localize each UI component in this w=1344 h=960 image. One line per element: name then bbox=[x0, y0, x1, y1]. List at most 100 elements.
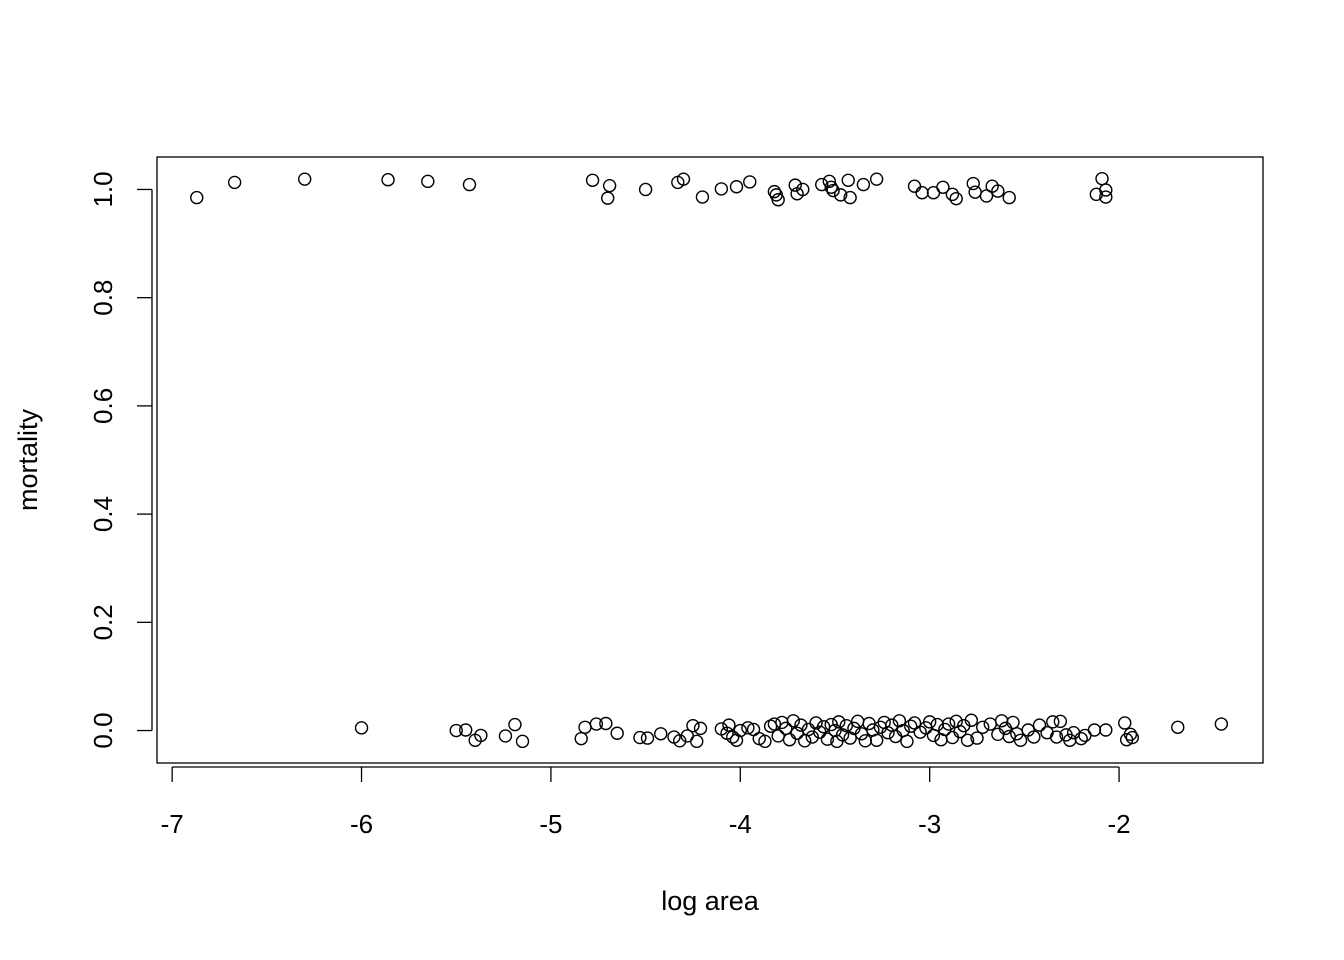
data-point bbox=[676, 172, 691, 186]
data-point bbox=[1099, 183, 1113, 197]
data-point bbox=[797, 734, 812, 748]
data-point bbox=[1049, 730, 1064, 744]
data-point bbox=[421, 174, 435, 189]
data-point bbox=[574, 731, 588, 746]
data-point bbox=[858, 734, 872, 748]
data-point bbox=[936, 180, 950, 195]
data-point bbox=[856, 177, 871, 192]
data-point bbox=[788, 178, 802, 192]
x-tick-label: -7 bbox=[161, 809, 184, 839]
data-point bbox=[828, 723, 842, 738]
x-tick-label: -2 bbox=[1108, 809, 1131, 839]
data-point bbox=[354, 721, 369, 735]
data-point bbox=[743, 175, 757, 189]
data-point bbox=[190, 190, 204, 205]
data-point bbox=[578, 720, 592, 734]
data-point bbox=[1214, 717, 1229, 731]
data-point bbox=[794, 718, 808, 732]
data-point bbox=[638, 182, 653, 197]
data-point bbox=[991, 184, 1005, 198]
data-point bbox=[826, 183, 840, 198]
data-point bbox=[907, 179, 922, 193]
data-point bbox=[758, 734, 772, 749]
data-point bbox=[922, 715, 937, 729]
data-point bbox=[462, 177, 477, 192]
data-point bbox=[1006, 715, 1020, 730]
data-point bbox=[610, 726, 624, 740]
data-point bbox=[640, 731, 655, 745]
data-point bbox=[881, 726, 895, 740]
x-tick-label: -3 bbox=[918, 809, 941, 839]
data-point bbox=[1002, 190, 1016, 205]
data-point bbox=[1095, 171, 1109, 186]
data-point bbox=[824, 180, 838, 195]
data-point bbox=[633, 730, 647, 745]
data-point bbox=[949, 191, 963, 206]
data-point bbox=[599, 716, 613, 731]
data-point bbox=[979, 189, 994, 203]
data-point bbox=[915, 186, 929, 200]
data-point bbox=[1053, 714, 1068, 729]
data-point bbox=[1099, 723, 1113, 737]
data-points bbox=[190, 171, 1229, 749]
data-point bbox=[809, 716, 823, 730]
y-tick-label: 1.0 bbox=[88, 171, 118, 207]
data-point bbox=[767, 717, 782, 731]
data-point bbox=[381, 173, 395, 187]
data-point bbox=[741, 721, 755, 735]
data-point bbox=[458, 723, 473, 737]
y-tick-label: 0.2 bbox=[88, 604, 118, 640]
data-point bbox=[822, 174, 837, 189]
data-point bbox=[782, 733, 797, 747]
data-point bbox=[820, 732, 835, 746]
data-point bbox=[835, 728, 850, 742]
data-point bbox=[771, 729, 785, 743]
data-point bbox=[686, 718, 700, 733]
data-point bbox=[1099, 190, 1113, 204]
data-point bbox=[474, 728, 488, 743]
x-tick-label: -5 bbox=[539, 809, 562, 839]
data-point bbox=[833, 188, 848, 202]
data-point bbox=[1027, 730, 1041, 744]
data-point bbox=[1040, 726, 1054, 740]
data-point bbox=[843, 190, 857, 205]
data-point bbox=[601, 191, 615, 205]
data-point bbox=[1066, 726, 1081, 740]
y-tick-label: 0.6 bbox=[88, 388, 118, 424]
y-tick-label: 0.0 bbox=[88, 712, 118, 748]
data-point bbox=[508, 717, 522, 732]
data-point bbox=[805, 730, 819, 744]
data-point bbox=[841, 173, 855, 187]
y-tick-label: 0.4 bbox=[88, 496, 118, 532]
data-point bbox=[585, 173, 600, 187]
data-point bbox=[945, 730, 960, 745]
data-point bbox=[602, 178, 617, 193]
data-point bbox=[945, 187, 960, 202]
plot-frame bbox=[156, 156, 1264, 764]
data-point bbox=[672, 734, 687, 748]
data-point bbox=[869, 733, 884, 747]
data-point bbox=[1046, 715, 1060, 729]
y-axis: 0.0 0.2 0.4 0.6 0.8 1.0 bbox=[88, 171, 153, 749]
x-axis: -7 -6 -5 -4 -3 -2 bbox=[161, 766, 1131, 839]
data-point bbox=[832, 715, 846, 729]
data-point bbox=[983, 717, 997, 731]
x-tick-label: -6 bbox=[350, 809, 373, 839]
y-tick-label: 0.8 bbox=[88, 280, 118, 316]
data-point bbox=[654, 727, 668, 741]
data-point bbox=[888, 729, 903, 744]
data-point bbox=[991, 727, 1005, 742]
data-point bbox=[1074, 731, 1088, 746]
data-point bbox=[815, 177, 829, 192]
data-point bbox=[227, 175, 242, 190]
data-point bbox=[976, 720, 990, 734]
data-point bbox=[968, 185, 982, 199]
data-point bbox=[729, 180, 744, 194]
data-point bbox=[714, 182, 729, 196]
data-point bbox=[960, 733, 975, 747]
data-point bbox=[498, 729, 513, 743]
data-point bbox=[695, 190, 710, 204]
data-point bbox=[900, 734, 914, 749]
data-point bbox=[994, 714, 1009, 728]
